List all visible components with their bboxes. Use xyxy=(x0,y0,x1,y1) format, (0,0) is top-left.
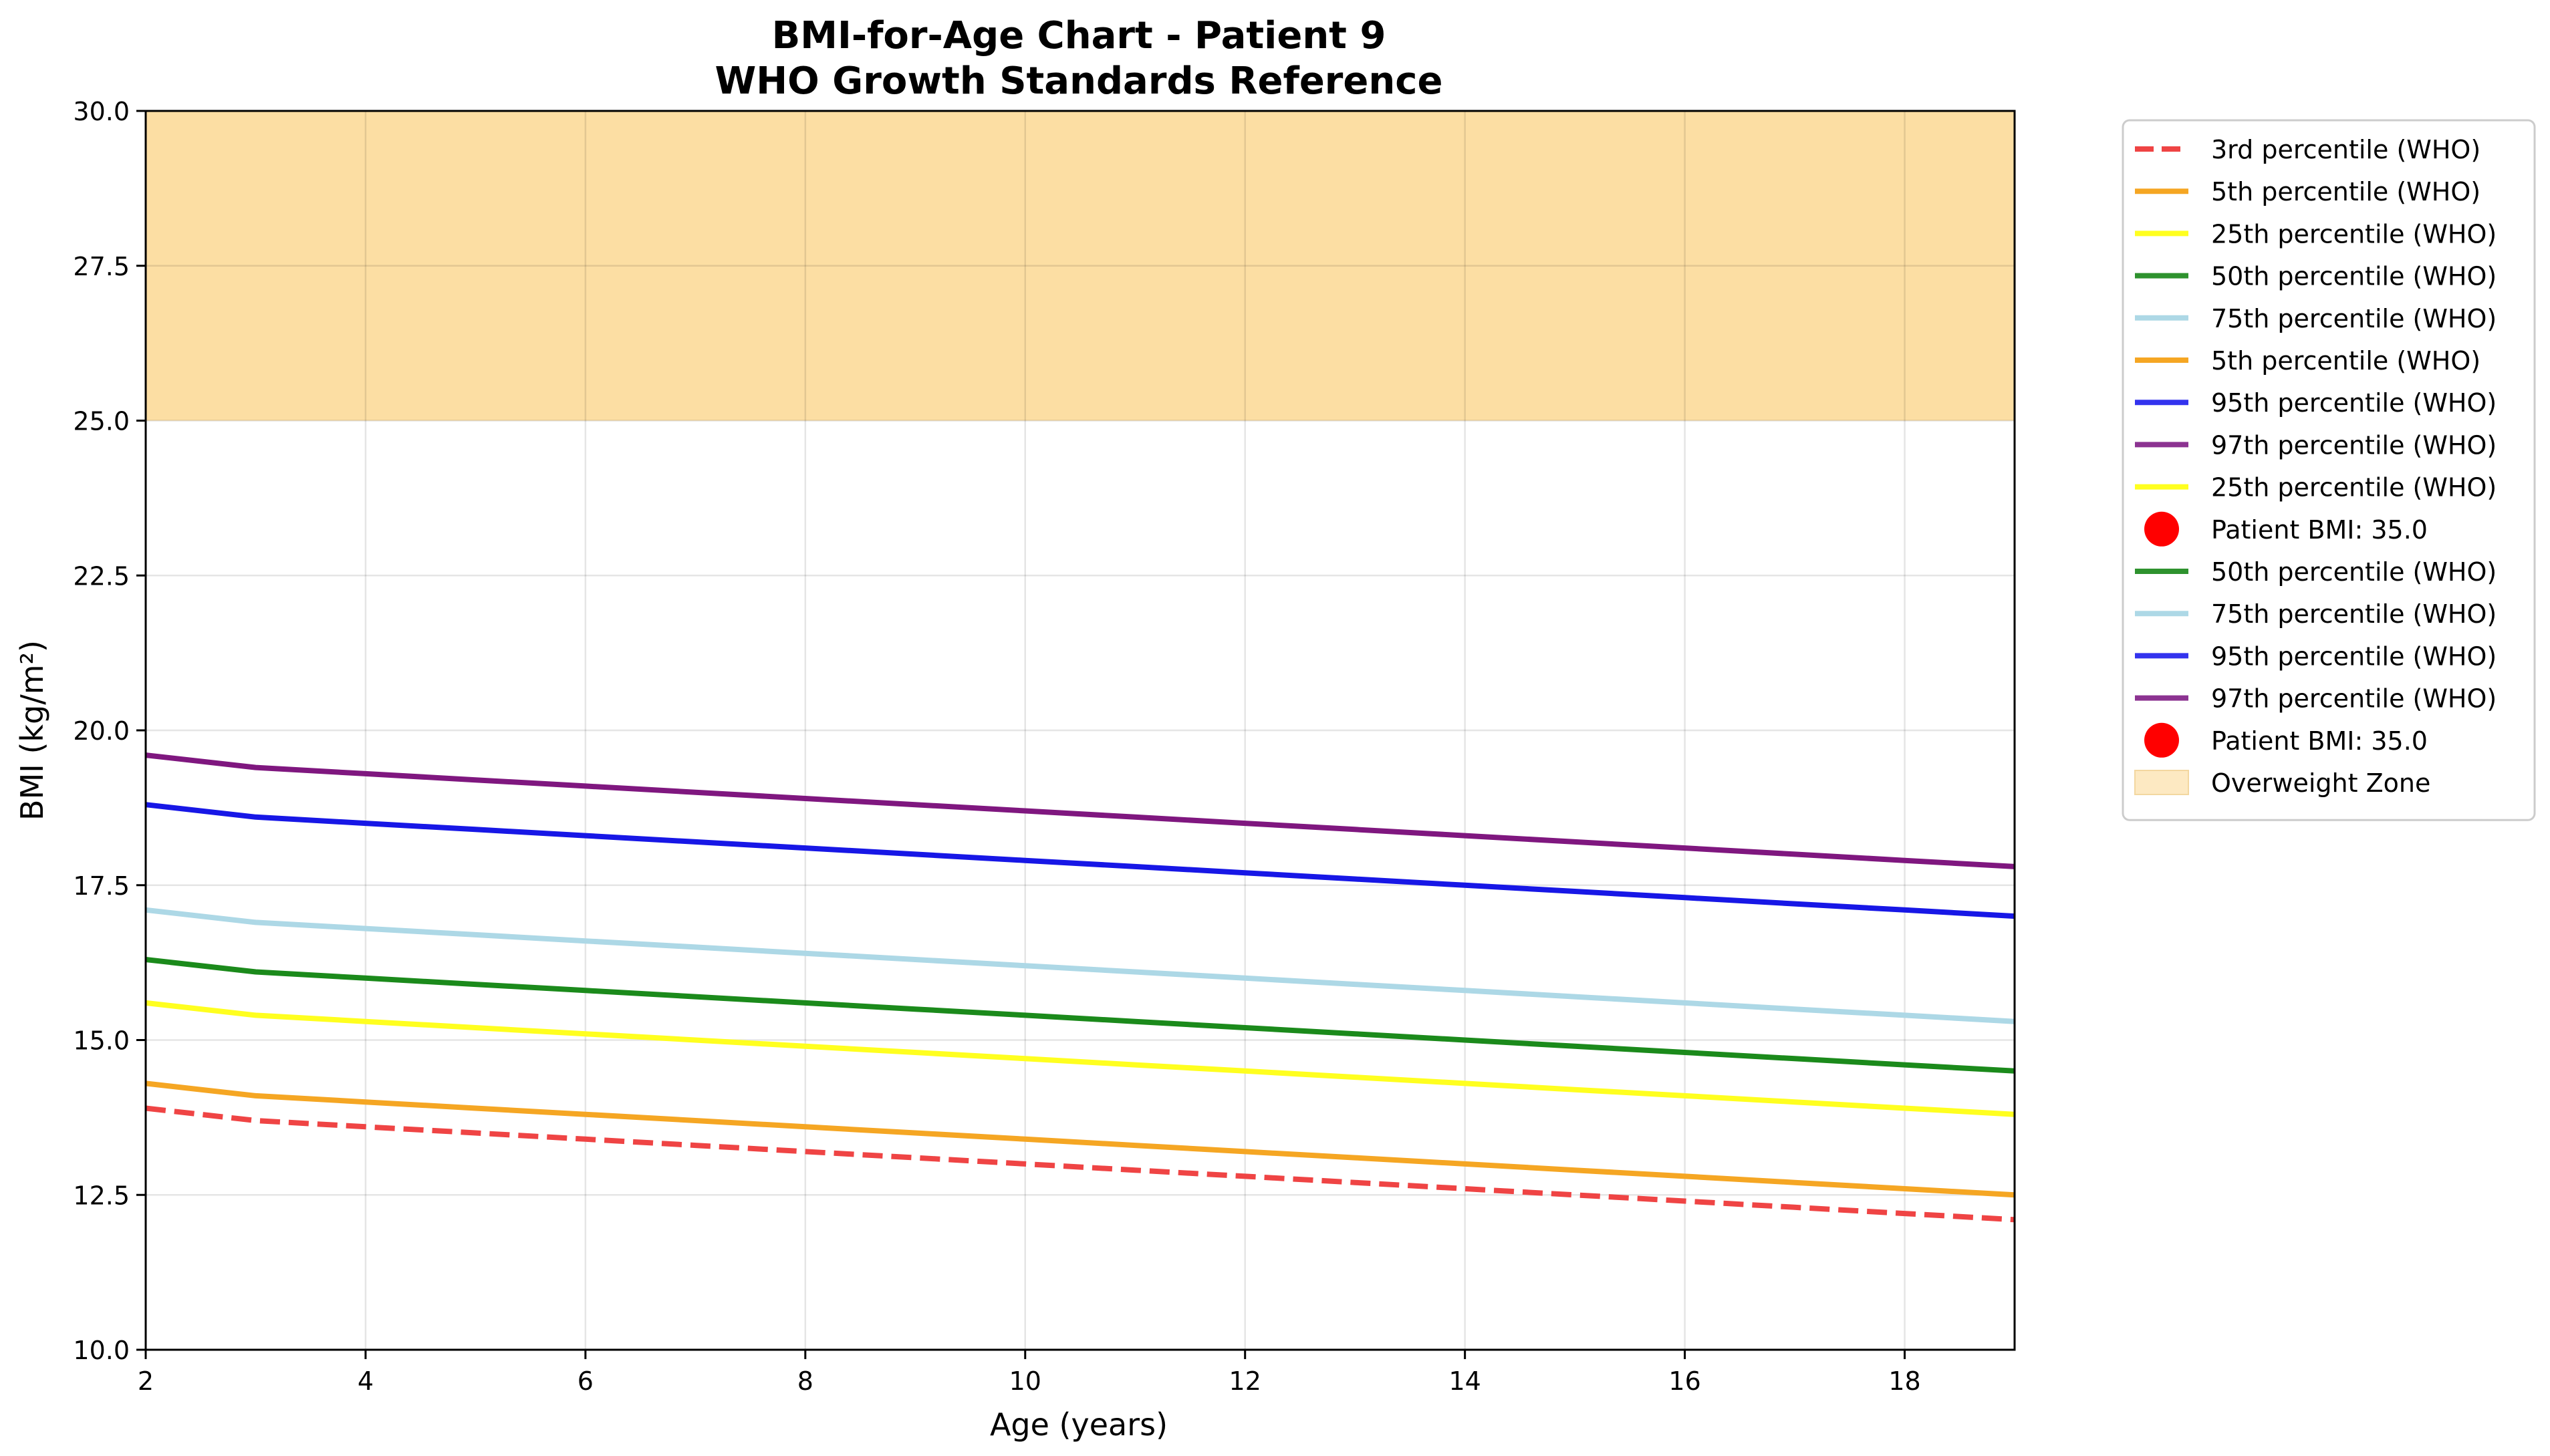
legend-label: 25th percentile (WHO) xyxy=(2211,473,2497,502)
legend-label: 97th percentile (WHO) xyxy=(2211,430,2497,460)
x-tick-label: 18 xyxy=(1888,1366,1920,1396)
legend: 3rd percentile (WHO) 5th percentile (WHO)… xyxy=(2122,119,2536,821)
legend-label: 75th percentile (WHO) xyxy=(2211,599,2497,629)
overweight-zone-region xyxy=(146,111,2015,421)
x-tick-label: 2 xyxy=(138,1366,154,1396)
y-tick-label: 10.0 xyxy=(73,1336,130,1365)
legend-label: 5th percentile (WHO) xyxy=(2211,177,2480,206)
y-axis-label: BMI (kg/m²) xyxy=(14,640,50,821)
legend-label: 95th percentile (WHO) xyxy=(2211,388,2497,418)
x-tick-label: 12 xyxy=(1229,1366,1261,1396)
chart-subtitle: WHO Growth Standards Reference xyxy=(715,59,1443,103)
legend-marker-patient xyxy=(2144,722,2179,758)
y-tick-label: 12.5 xyxy=(73,1181,130,1210)
series-line-50th xyxy=(145,957,2015,1074)
x-tick-label: 8 xyxy=(797,1366,813,1396)
y-tick-label: 17.5 xyxy=(73,871,130,901)
x-tick-label: 16 xyxy=(1668,1366,1700,1396)
legend-label: Overweight Zone xyxy=(2211,768,2430,798)
series-line-97th xyxy=(145,752,2015,869)
x-tick-label: 14 xyxy=(1448,1366,1481,1396)
series-line-3rd xyxy=(145,1105,2015,1223)
y-tick-label: 20.0 xyxy=(73,716,130,746)
legend-label: 97th percentile (WHO) xyxy=(2211,684,2497,714)
chart-title: BMI-for-Age Chart - Patient 9 xyxy=(772,14,1386,57)
plot-area: 2 4 6 8 10 12 14 16 18 10.0 12.5 15.0 17.5 20.0 22.5 25… xyxy=(73,97,2016,1396)
x-tick-label: 6 xyxy=(578,1366,594,1396)
legend-label: 95th percentile (WHO) xyxy=(2211,641,2497,671)
x-tick-label: 10 xyxy=(1009,1366,1041,1396)
legend-label: Patient BMI: 35.0 xyxy=(2211,726,2428,756)
legend-label: Patient BMI: 35.0 xyxy=(2211,515,2428,545)
legend-label: 50th percentile (WHO) xyxy=(2211,262,2497,291)
y-tick-label: 27.5 xyxy=(73,252,130,281)
legend-patch-overweight xyxy=(2134,770,2189,795)
series-line-75th xyxy=(145,907,2015,1024)
legend-label: 5th percentile (WHO) xyxy=(2211,346,2480,376)
series-line-25th xyxy=(145,1000,2015,1117)
legend-marker-patient xyxy=(2144,511,2179,547)
y-tick-label: 15.0 xyxy=(73,1026,130,1056)
series-line-5th xyxy=(145,1080,2015,1198)
x-axis-label: Age (years) xyxy=(990,1407,1168,1443)
series-line-95th xyxy=(145,802,2015,919)
legend-label: 25th percentile (WHO) xyxy=(2211,219,2497,249)
legend-box xyxy=(2122,119,2536,821)
y-tick-label: 22.5 xyxy=(73,561,130,591)
y-tick-label: 25.0 xyxy=(73,407,130,436)
y-tick-label: 30.0 xyxy=(73,97,130,126)
legend-label: 75th percentile (WHO) xyxy=(2211,304,2497,333)
legend-label: 50th percentile (WHO) xyxy=(2211,557,2497,587)
x-tick-label: 4 xyxy=(358,1366,374,1396)
legend-label: 3rd percentile (WHO) xyxy=(2211,135,2480,164)
